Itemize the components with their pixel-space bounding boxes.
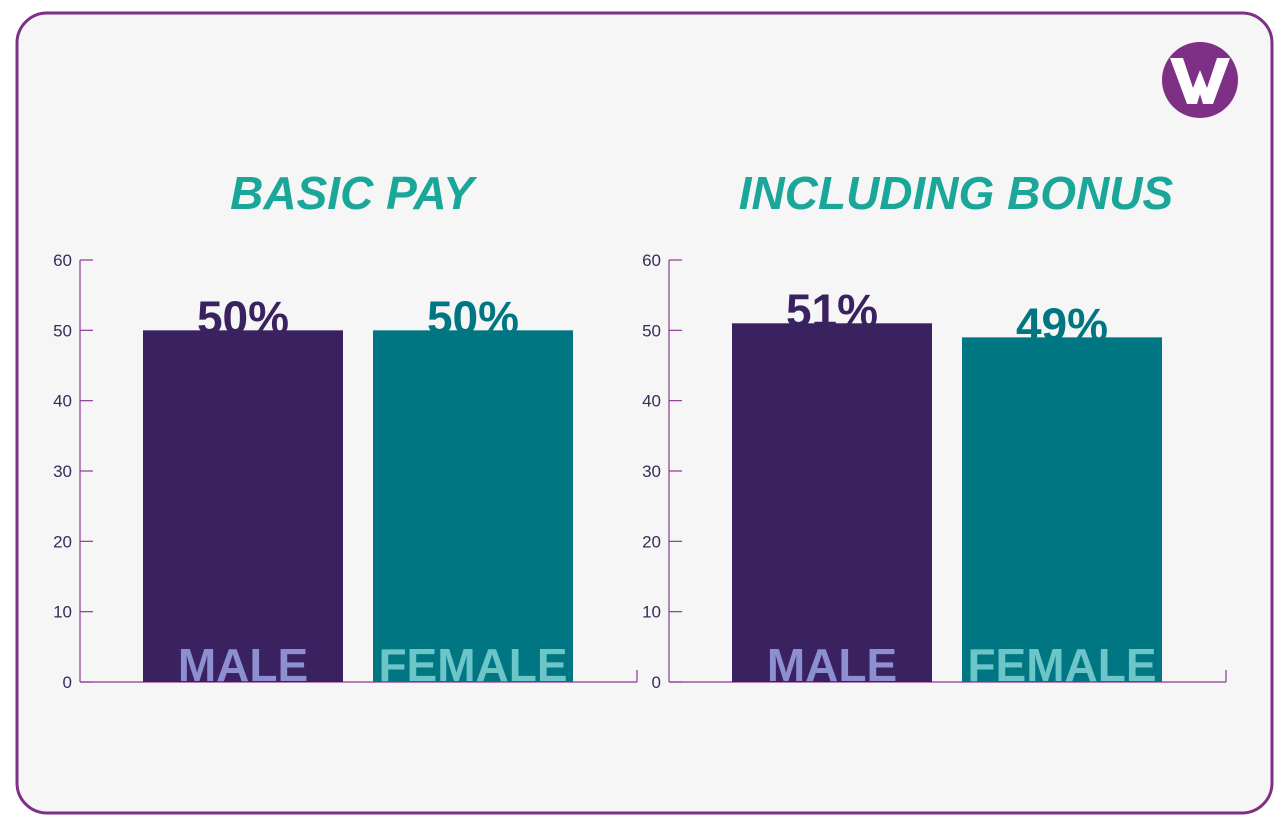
- y-tick-label: 40: [642, 392, 661, 411]
- y-tick-label: 20: [53, 532, 72, 551]
- y-tick-label: 20: [642, 532, 661, 551]
- category-label: FEMALE: [378, 639, 567, 691]
- y-tick-label: 0: [63, 673, 72, 692]
- y-tick-label: 10: [53, 603, 72, 622]
- y-tick-label: 40: [53, 392, 72, 411]
- value-label: 50%: [197, 291, 289, 343]
- chart-title: INCLUDING BONUS: [739, 167, 1174, 219]
- y-tick-label: 30: [53, 462, 72, 481]
- bar: [962, 337, 1162, 682]
- y-tick-label: 0: [652, 673, 661, 692]
- y-tick-label: 50: [642, 321, 661, 340]
- value-label: 51%: [786, 284, 878, 336]
- category-label: FEMALE: [967, 639, 1156, 691]
- value-label: 49%: [1016, 298, 1108, 350]
- y-tick-label: 60: [53, 251, 72, 270]
- bar: [732, 323, 932, 682]
- bar: [143, 330, 343, 682]
- y-tick-label: 30: [642, 462, 661, 481]
- y-tick-label: 10: [642, 603, 661, 622]
- y-tick-label: 60: [642, 251, 661, 270]
- chart-title: BASIC PAY: [230, 167, 478, 219]
- y-tick-label: 50: [53, 321, 72, 340]
- bar: [373, 330, 573, 682]
- category-label: MALE: [178, 639, 308, 691]
- value-label: 50%: [427, 291, 519, 343]
- category-label: MALE: [767, 639, 897, 691]
- logo: [1162, 42, 1238, 118]
